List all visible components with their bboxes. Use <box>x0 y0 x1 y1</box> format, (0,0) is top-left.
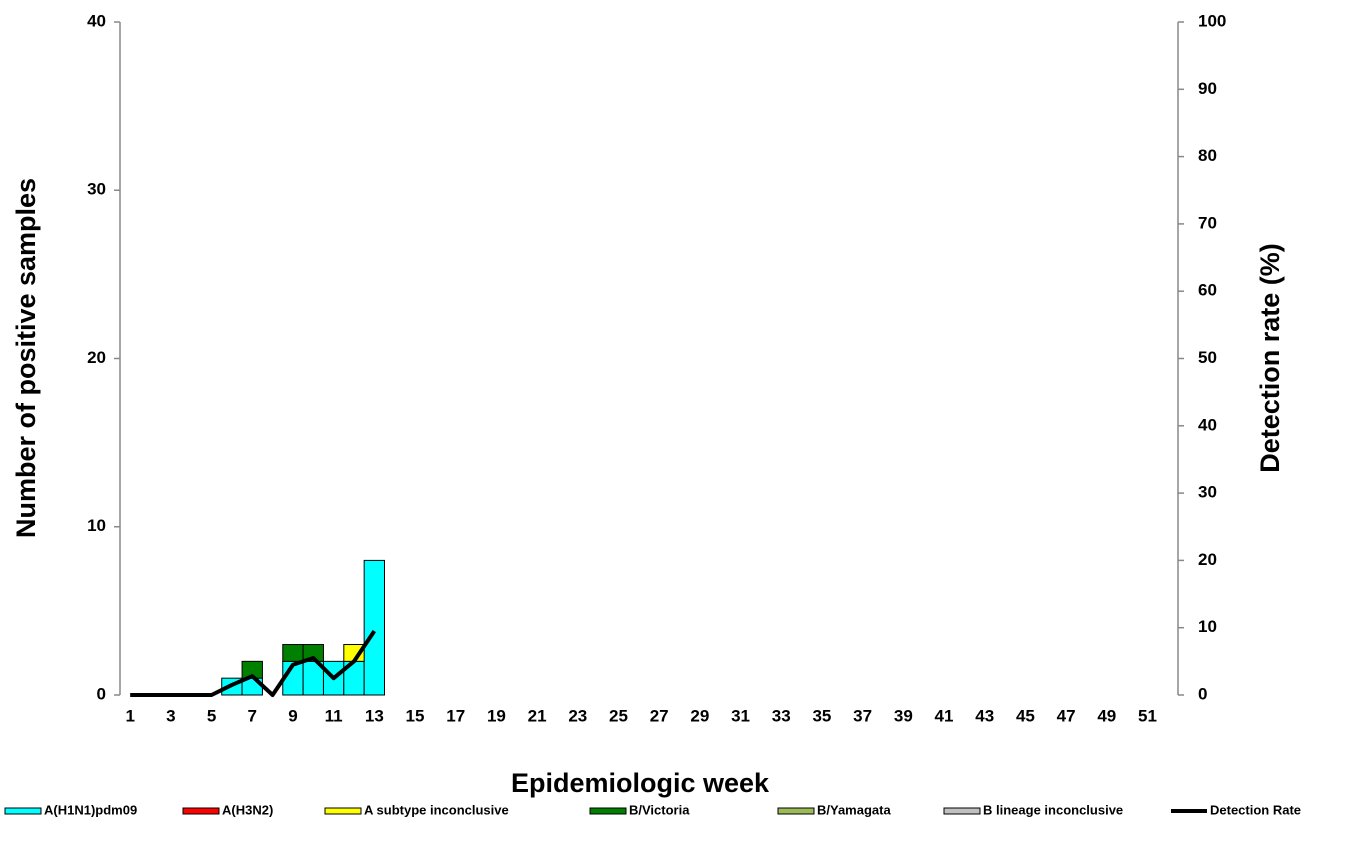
legend-label: A(H1N1)pdm09 <box>44 802 137 817</box>
y-tick-label: 0 <box>97 684 106 703</box>
line <box>130 629 376 697</box>
bar <box>363 559 385 696</box>
x-tick-label: 17 <box>446 706 465 725</box>
x-tick-label: 51 <box>1138 706 1157 725</box>
bar <box>302 644 324 662</box>
x-tick-label: 19 <box>487 706 506 725</box>
y2-tick-label: 0 <box>1198 684 1207 703</box>
x-tick-label: 29 <box>690 706 709 725</box>
legend-swatch <box>182 807 220 815</box>
x-tick-label: 21 <box>528 706 547 725</box>
x-tick-label: 9 <box>288 706 297 725</box>
bar <box>282 644 304 662</box>
legend-label: Detection Rate <box>1210 802 1301 817</box>
x-tick-label: 1 <box>125 706 134 725</box>
y2-tick-label: 20 <box>1198 550 1217 569</box>
x-tick-label: 11 <box>325 706 343 725</box>
x-tick-label: 37 <box>853 706 872 725</box>
x-tick-label: 45 <box>1016 706 1035 725</box>
x-axis-title: Epidemiologic week <box>511 768 770 798</box>
legend-swatch <box>4 807 42 815</box>
x-tick-label: 15 <box>406 706 425 725</box>
legend-swatch <box>589 807 627 815</box>
x-tick-label: 43 <box>975 706 994 725</box>
x-tick-label: 7 <box>248 706 257 725</box>
y-tick-label: 30 <box>87 180 106 199</box>
legend-swatch <box>324 807 362 815</box>
x-tick-label: 23 <box>568 706 587 725</box>
x-tick-label: 49 <box>1097 706 1116 725</box>
x-tick-label: 27 <box>650 706 669 725</box>
x-tick-label: 35 <box>812 706 831 725</box>
legend-label: B lineage inconclusive <box>983 802 1123 817</box>
y-tick-label: 40 <box>87 11 106 30</box>
x-tick-label: 31 <box>731 706 750 725</box>
x-tick-label: 3 <box>166 706 175 725</box>
y-tick-label: 20 <box>87 348 106 367</box>
x-tick-label: 41 <box>935 706 954 725</box>
y2-tick-label: 50 <box>1198 348 1217 367</box>
x-tick-label: 39 <box>894 706 913 725</box>
legend-label: A subtype inconclusive <box>364 802 509 817</box>
legend-label: B/Victoria <box>629 802 690 817</box>
y2-tick-label: 90 <box>1198 79 1217 98</box>
x-tick-label: 25 <box>609 706 628 725</box>
x-tick-label: 5 <box>207 706 216 725</box>
y-axis-title: Number of positive samples <box>11 178 41 538</box>
x-tick-label: 33 <box>772 706 791 725</box>
legend-swatch <box>943 807 981 815</box>
y2-tick-label: 40 <box>1198 415 1217 434</box>
y-tick-label: 10 <box>87 516 106 535</box>
x-tick-label: 47 <box>1057 706 1076 725</box>
y2-tick-label: 30 <box>1198 483 1217 502</box>
y2-tick-label: 10 <box>1198 617 1217 636</box>
y2-tick-label: 60 <box>1198 281 1217 300</box>
legend-label: A(H3N2) <box>222 802 273 817</box>
y2-tick-label: 70 <box>1198 213 1217 232</box>
y2-axis-title: Detection rate (%) <box>1255 243 1285 473</box>
legend-label: B/Yamagata <box>817 802 891 817</box>
legend-swatch <box>777 807 815 815</box>
y2-tick-label: 80 <box>1198 146 1217 165</box>
y2-tick-label: 100 <box>1198 11 1226 30</box>
x-tick-label: 13 <box>365 706 384 725</box>
